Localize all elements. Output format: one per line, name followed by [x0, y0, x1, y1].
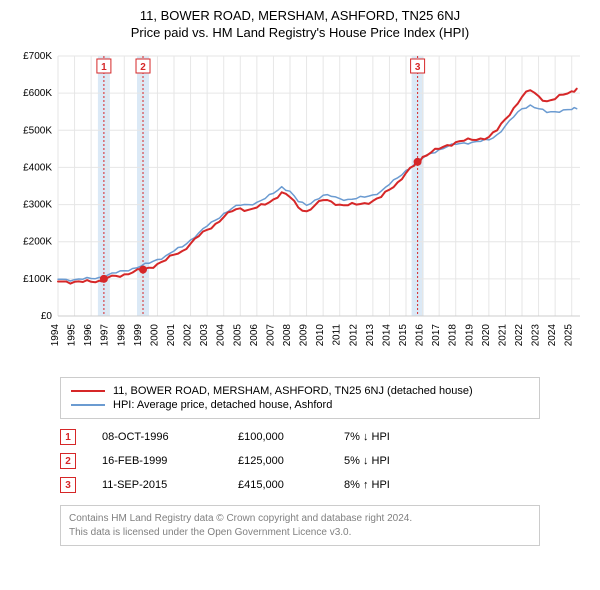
svg-text:1996: 1996: [83, 324, 94, 347]
svg-text:2019: 2019: [464, 324, 475, 347]
svg-text:2001: 2001: [166, 324, 177, 347]
svg-text:£500K: £500K: [23, 125, 52, 136]
event-row: 3 11-SEP-2015 £415,000 8% ↑ HPI: [60, 473, 540, 497]
event-date: 16-FEB-1999: [102, 455, 212, 467]
chart-container: 11, BOWER ROAD, MERSHAM, ASHFORD, TN25 6…: [0, 0, 600, 556]
svg-text:1995: 1995: [67, 324, 78, 347]
svg-text:2012: 2012: [348, 324, 359, 347]
event-row: 1 08-OCT-1996 £100,000 7% ↓ HPI: [60, 425, 540, 449]
event-price: £125,000: [238, 455, 318, 467]
svg-text:2002: 2002: [183, 324, 194, 347]
svg-text:£300K: £300K: [23, 200, 52, 211]
svg-text:£600K: £600K: [23, 88, 52, 99]
legend-item: HPI: Average price, detached house, Ashf…: [71, 398, 529, 412]
event-number-badge: 1: [60, 429, 76, 445]
svg-text:2023: 2023: [531, 324, 542, 347]
chart-plot: £0 £100K £200K £300K £400K £500K £600K £700K 199…: [10, 46, 590, 371]
legend-label: 11, BOWER ROAD, MERSHAM, ASHFORD, TN25 6…: [113, 385, 473, 397]
event-price: £415,000: [238, 479, 318, 491]
svg-text:1994: 1994: [50, 324, 61, 347]
line-chart-svg: £0 £100K £200K £300K £400K £500K £600K £700K 199…: [10, 46, 590, 366]
svg-text:2009: 2009: [299, 324, 310, 347]
svg-text:2025: 2025: [564, 324, 575, 347]
svg-text:2013: 2013: [365, 324, 376, 347]
legend-item: 11, BOWER ROAD, MERSHAM, ASHFORD, TN25 6…: [71, 384, 529, 398]
svg-text:2010: 2010: [315, 324, 326, 347]
svg-text:2008: 2008: [282, 324, 293, 347]
svg-text:£100K: £100K: [23, 274, 52, 285]
svg-text:2006: 2006: [249, 324, 260, 347]
svg-text:3: 3: [415, 62, 421, 73]
svg-text:2014: 2014: [381, 324, 392, 347]
svg-text:2011: 2011: [332, 324, 343, 346]
event-row: 2 16-FEB-1999 £125,000 5% ↓ HPI: [60, 449, 540, 473]
legend-label: HPI: Average price, detached house, Ashf…: [113, 399, 332, 411]
svg-text:1999: 1999: [133, 324, 144, 347]
events-table: 1 08-OCT-1996 £100,000 7% ↓ HPI 2 16-FEB-1999…: [60, 425, 540, 497]
footer-line-1: Contains HM Land Registry data © Crown c…: [69, 512, 531, 526]
event-price: £100,000: [238, 431, 318, 443]
svg-text:2007: 2007: [265, 324, 276, 347]
svg-text:£200K: £200K: [23, 237, 52, 248]
footer-line-2: This data is licensed under the Open Gov…: [69, 526, 531, 540]
event-number-badge: 3: [60, 477, 76, 493]
svg-text:2003: 2003: [199, 324, 210, 347]
svg-text:2004: 2004: [216, 324, 227, 347]
svg-text:1: 1: [101, 62, 107, 73]
svg-text:2016: 2016: [415, 324, 426, 347]
event-date: 08-OCT-1996: [102, 431, 212, 443]
event-note: 5% ↓ HPI: [344, 455, 540, 467]
svg-text:£700K: £700K: [23, 51, 52, 62]
svg-text:2022: 2022: [514, 324, 525, 347]
svg-text:2005: 2005: [232, 324, 243, 347]
chart-subtitle: Price paid vs. HM Land Registry's House …: [10, 25, 590, 40]
svg-text:2000: 2000: [149, 324, 160, 347]
svg-text:1997: 1997: [100, 324, 111, 347]
event-note: 7% ↓ HPI: [344, 431, 540, 443]
event-note: 8% ↑ HPI: [344, 479, 540, 491]
legend-swatch: [71, 390, 105, 392]
legend: 11, BOWER ROAD, MERSHAM, ASHFORD, TN25 6…: [60, 377, 540, 419]
svg-text:2021: 2021: [497, 324, 508, 347]
svg-text:2: 2: [140, 62, 146, 73]
svg-text:£0: £0: [41, 311, 53, 322]
svg-text:2015: 2015: [398, 324, 409, 347]
event-number-badge: 2: [60, 453, 76, 469]
svg-text:2024: 2024: [547, 324, 558, 347]
legend-swatch: [71, 404, 105, 406]
svg-text:2017: 2017: [431, 324, 442, 347]
event-date: 11-SEP-2015: [102, 479, 212, 491]
svg-text:1998: 1998: [116, 324, 127, 347]
chart-title: 11, BOWER ROAD, MERSHAM, ASHFORD, TN25 6…: [10, 8, 590, 23]
svg-text:£400K: £400K: [23, 162, 52, 173]
svg-text:2018: 2018: [448, 324, 459, 347]
svg-text:2020: 2020: [481, 324, 492, 347]
footer-attribution: Contains HM Land Registry data © Crown c…: [60, 505, 540, 546]
